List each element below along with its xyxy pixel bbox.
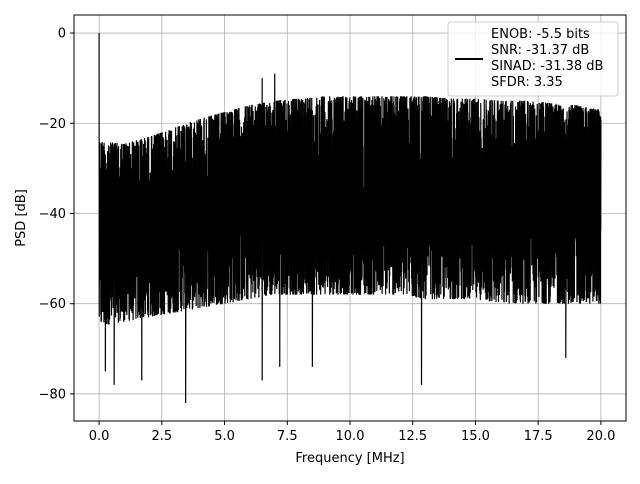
x-tick-label: 17.5	[524, 429, 553, 444]
x-tick-label: 20.0	[586, 429, 615, 444]
x-tick-label: 15.0	[461, 429, 490, 444]
x-axis-label: Frequency [MHz]	[295, 451, 404, 466]
x-tick-label: 7.5	[277, 429, 298, 444]
legend-entry-snr: SNR: -31.37 dB	[491, 43, 589, 58]
legend-entry-enob: ENOB: -5.5 bits	[491, 27, 590, 42]
legend-box	[447, 21, 619, 97]
legend-entry-sfdr: SFDR: 3.35	[491, 75, 563, 90]
x-tick-label: 2.5	[151, 429, 172, 444]
x-tick-label: 0.0	[89, 429, 110, 444]
x-axis-ticks: 0.0 2.5 5.0 7.5 10.0 12.5 15.0 17.5 20.0	[89, 421, 615, 444]
series-group	[98, 33, 602, 403]
psd-series-line	[98, 33, 602, 403]
x-tick-label: 5.0	[214, 429, 235, 444]
y-tick-label: −20	[39, 117, 66, 132]
y-tick-label: −80	[39, 387, 66, 402]
y-axis-label: PSD [dB]	[14, 189, 29, 247]
x-tick-label: 10.0	[336, 429, 365, 444]
y-tick-label: −40	[39, 207, 66, 222]
x-tick-label: 12.5	[398, 429, 427, 444]
y-axis-ticks: 0 −20 −40 −60 −80	[39, 27, 74, 402]
legend-entry-sinad: SINAD: -31.38 dB	[491, 59, 603, 74]
legend: ENOB: -5.5 bits SNR: -31.37 dB SINAD: -3…	[447, 21, 619, 97]
y-tick-label: −60	[39, 297, 66, 312]
y-tick-label: 0	[58, 27, 66, 42]
